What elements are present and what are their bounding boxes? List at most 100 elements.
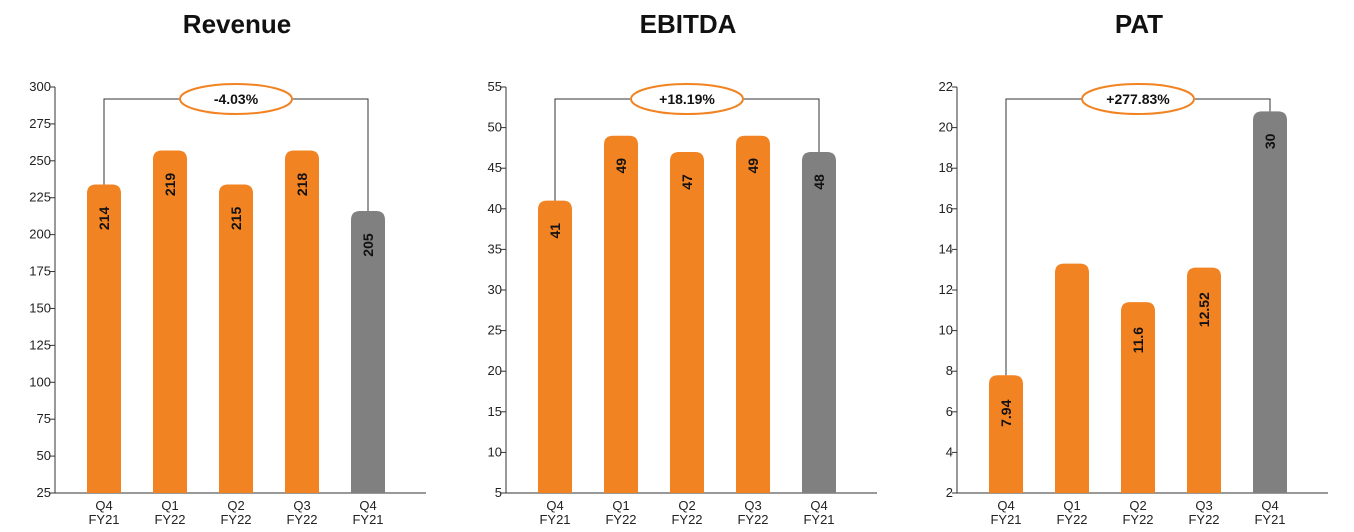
y-tick-label: 45	[488, 160, 502, 175]
y-tick-label: 25	[37, 485, 51, 500]
y-tick-label: 225	[29, 190, 51, 205]
x-tick-label: FY22	[737, 512, 768, 527]
x-tick-label: Q1	[161, 498, 178, 513]
y-tick-label: 75	[37, 411, 51, 426]
x-tick-label: FY21	[88, 512, 119, 527]
bar-data-label: 41	[547, 223, 563, 239]
y-tick-label: 150	[29, 300, 51, 315]
x-tick-label: Q4	[95, 498, 112, 513]
pat-chart: PAT 2 4 6 8 10 12 14 16 18 20 22 7.94 Q4 FY21 Q1 FY22 11.…	[902, 0, 1353, 532]
bar	[736, 135, 770, 493]
x-tick-label: Q2	[678, 498, 695, 513]
x-tick-label: FY22	[220, 512, 251, 527]
y-tick-label: 200	[29, 227, 51, 242]
y-tick-label: 8	[946, 363, 953, 378]
x-tick-label: Q3	[1195, 498, 1212, 513]
y-tick-label: 275	[29, 116, 51, 131]
y-tick-label: 14	[939, 241, 953, 256]
bar	[1121, 302, 1155, 493]
bar	[87, 184, 121, 493]
bar	[538, 200, 572, 493]
x-tick-label: FY21	[803, 512, 834, 527]
y-tick-label: 250	[29, 153, 51, 168]
bar-data-label: 215	[228, 207, 244, 231]
x-tick-label: Q1	[1063, 498, 1080, 513]
y-tick-label: 30	[488, 282, 502, 297]
x-tick-label: Q4	[359, 498, 376, 513]
y-tick-label: 2	[946, 485, 953, 500]
x-tick-label: FY22	[1188, 512, 1219, 527]
change-percent-label: -4.03%	[214, 91, 259, 107]
x-tick-label: FY21	[1254, 512, 1285, 527]
change-oval	[179, 83, 293, 115]
x-tick-label: Q2	[1129, 498, 1146, 513]
bar	[604, 135, 638, 493]
change-percent-label: +18.19%	[659, 91, 715, 107]
y-tick-label: 55	[488, 79, 502, 94]
y-tick-label: 22	[939, 79, 953, 94]
x-tick-label: Q3	[293, 498, 310, 513]
bar	[670, 151, 704, 493]
y-tick-label: 50	[37, 448, 51, 463]
y-tick-label: 10	[488, 444, 502, 459]
bar	[802, 151, 836, 493]
bar-data-label: 7.94	[998, 399, 1014, 426]
y-tick-label: 16	[939, 201, 953, 216]
y-tick-label: 300	[29, 79, 51, 94]
bar	[1253, 111, 1287, 494]
bar-data-label: 219	[162, 173, 178, 197]
bar-data-label: 218	[294, 173, 310, 197]
bar-data-label: 12.52	[1196, 292, 1212, 327]
bar	[219, 184, 253, 493]
bar-data-label: 214	[96, 207, 112, 231]
bar-data-label: 205	[360, 233, 376, 257]
x-tick-label: Q2	[227, 498, 244, 513]
y-tick-label: 5	[495, 485, 502, 500]
chart-title: Revenue	[183, 9, 291, 39]
revenue-chart-svg: Revenue 25 50 75 100 125 150 175 200 225 250 275 300…	[29, 9, 426, 527]
y-tick-label: 15	[488, 404, 502, 419]
x-tick-label: Q1	[612, 498, 629, 513]
y-tick-label: 4	[946, 444, 953, 459]
y-tick-label: 18	[939, 160, 953, 175]
x-tick-label: Q4	[997, 498, 1014, 513]
change-percent-label: +277.83%	[1106, 91, 1170, 107]
x-tick-label: FY22	[1122, 512, 1153, 527]
bar	[351, 211, 385, 494]
x-tick-label: Q4	[1261, 498, 1278, 513]
y-tick-label: 40	[488, 201, 502, 216]
ebitda-chart-svg: EBITDA51015202530354045505541Q4FY2149Q1F…	[488, 9, 877, 527]
x-tick-label: FY22	[286, 512, 317, 527]
y-tick-label: 50	[488, 120, 502, 135]
y-tick-label: 6	[946, 404, 953, 419]
x-tick-label: Q4	[546, 498, 563, 513]
bar-data-label: 49	[613, 158, 629, 174]
bar-data-label: 30	[1262, 133, 1278, 149]
change-oval	[630, 83, 744, 115]
bar-data-label: 48	[811, 174, 827, 190]
x-tick-label: Q3	[744, 498, 761, 513]
bar-data-label: 49	[745, 158, 761, 174]
x-tick-label: Q4	[810, 498, 827, 513]
y-tick-label: 20	[939, 120, 953, 135]
y-tick-label: 10	[939, 323, 953, 338]
chart-title: EBITDA	[640, 9, 737, 39]
x-tick-label: FY22	[154, 512, 185, 527]
x-tick-label: FY21	[990, 512, 1021, 527]
x-tick-label: FY22	[671, 512, 702, 527]
y-tick-label: 25	[488, 323, 502, 338]
x-tick-label: FY22	[605, 512, 636, 527]
x-tick-label: FY21	[352, 512, 383, 527]
pat-chart-svg: PAT2468101214161820227.94Q4FY21Q1FY2211.…	[939, 9, 1328, 527]
y-tick-label: 20	[488, 363, 502, 378]
bar	[153, 150, 187, 493]
y-tick-label: 125	[29, 337, 51, 352]
bar	[1187, 267, 1221, 493]
bar-data-label: 47	[679, 174, 695, 190]
y-tick-label: 100	[29, 374, 51, 389]
bar	[1055, 263, 1089, 493]
y-tick-label: 35	[488, 241, 502, 256]
chart-title: PAT	[1115, 9, 1163, 39]
revenue-chart: Revenue 25 50 75 100 125 150 175 200 225 250 275 300…	[0, 0, 451, 532]
bar-data-label: 11.6	[1130, 327, 1146, 354]
